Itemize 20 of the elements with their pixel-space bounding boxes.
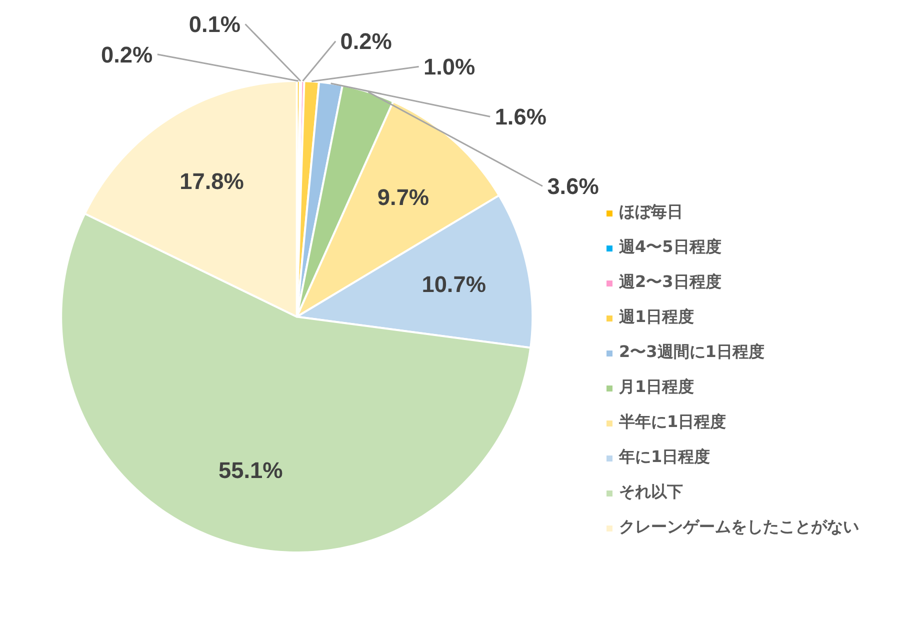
legend-label: 月1日程度	[619, 377, 694, 398]
legend-label: 週2〜3日程度	[619, 272, 722, 293]
legend-label: 2〜3週間に1日程度	[619, 342, 764, 363]
data-label: 55.1%	[218, 457, 283, 484]
data-label: 1.6%	[494, 104, 546, 130]
data-label: 10.7%	[422, 271, 486, 298]
data-label: 0.2%	[340, 28, 392, 54]
data-label: 9.7%	[377, 184, 430, 210]
data-label: 3.6%	[547, 173, 599, 200]
legend-label: 週1日程度	[619, 307, 694, 328]
legend-label: それ以下	[619, 482, 683, 503]
legend-label: クレーンゲームをしたことがない	[619, 517, 859, 538]
data-label: 0.2%	[101, 41, 153, 68]
data-label: 1.0%	[424, 54, 476, 80]
legend-label: 週4〜5日程度	[619, 237, 722, 258]
data-label: 0.1%	[188, 11, 241, 38]
legend-label: ほぼ毎日	[619, 202, 683, 223]
legend-label: 年に1日程度	[619, 447, 710, 468]
data-label: 17.8%	[180, 168, 244, 194]
legend-label: 半年に1日程度	[619, 412, 726, 433]
